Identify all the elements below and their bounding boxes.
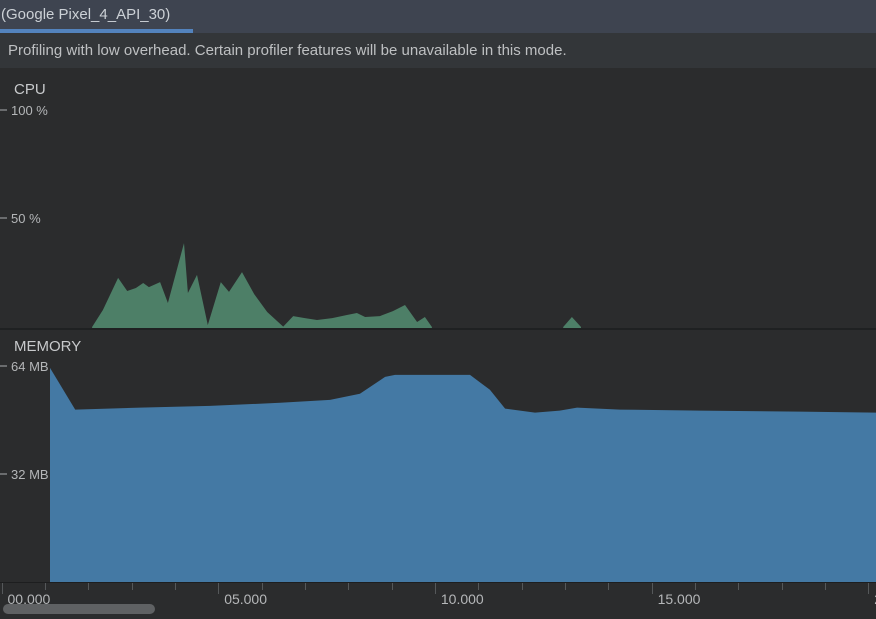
- timeline-minor-tick: [391, 583, 393, 590]
- low-overhead-banner: Profiling with low overhead. Certain pro…: [0, 33, 876, 68]
- timeline-axis[interactable]: 00.000 05.000 10.000 15.000 20.000: [0, 583, 876, 619]
- timeline-tick-label: 10.000: [440, 591, 484, 607]
- cpu-ytick-100-label: 100 %: [11, 103, 48, 118]
- timeline-minor-tick: [564, 583, 566, 590]
- timeline-tick-label: 20.000: [874, 591, 876, 607]
- horizontal-scrollbar-thumb[interactable]: [3, 604, 155, 614]
- timeline-minor-tick: [261, 583, 263, 590]
- session-tab-bar: (Google Pixel_4_API_30): [0, 0, 876, 33]
- session-tab-active-underline: [0, 29, 193, 33]
- memory-usage-area-chart[interactable]: [0, 330, 876, 582]
- cpu-ytick-50-dash: [0, 217, 7, 219]
- cpu-profiler-section[interactable]: CPU 100 % 50 %: [0, 68, 876, 330]
- timeline-tick-label: 00.000: [7, 591, 51, 607]
- timeline-minor-tick: [44, 583, 46, 590]
- session-tab-label: (Google Pixel_4_API_30): [1, 6, 171, 23]
- timeline-major-tick: [1, 583, 3, 594]
- timeline-minor-tick: [738, 583, 740, 590]
- memory-ytick-64-label: 64 MB: [11, 359, 49, 374]
- timeline-minor-tick: [348, 583, 350, 590]
- timeline-major-tick: [651, 583, 653, 594]
- memory-ytick-64-dash: [0, 365, 7, 367]
- cpu-ytick-50-label: 50 %: [11, 211, 41, 226]
- timeline-major-tick: [434, 583, 436, 594]
- cpu-usage-area-chart[interactable]: [0, 68, 876, 330]
- timeline-tick-label: 05.000: [224, 591, 268, 607]
- timeline-minor-tick: [694, 583, 696, 590]
- timeline-minor-tick: [304, 583, 306, 590]
- low-overhead-banner-message: Profiling with low overhead. Certain pro…: [8, 42, 567, 59]
- timeline-minor-tick: [174, 583, 176, 590]
- cpu-section-title: CPU: [14, 81, 46, 98]
- timeline-tick-label: 15.000: [657, 591, 701, 607]
- cpu-ytick-100-dash: [0, 109, 7, 111]
- timeline-minor-tick: [781, 583, 783, 590]
- timeline-minor-tick: [521, 583, 523, 590]
- timeline-minor-tick: [88, 583, 90, 590]
- memory-ytick-32-label: 32 MB: [11, 467, 49, 482]
- timeline-major-tick: [218, 583, 220, 594]
- timeline-minor-tick: [608, 583, 610, 590]
- timeline-major-tick: [868, 583, 870, 594]
- timeline-minor-tick: [131, 583, 133, 590]
- memory-ytick-32-dash: [0, 473, 7, 475]
- timeline-minor-tick: [478, 583, 480, 590]
- memory-profiler-section[interactable]: MEMORY 64 MB 32 MB: [0, 330, 876, 583]
- cpu-memory-divider: [0, 328, 876, 330]
- memory-section-title: MEMORY: [14, 338, 82, 355]
- timeline-minor-tick: [825, 583, 826, 590]
